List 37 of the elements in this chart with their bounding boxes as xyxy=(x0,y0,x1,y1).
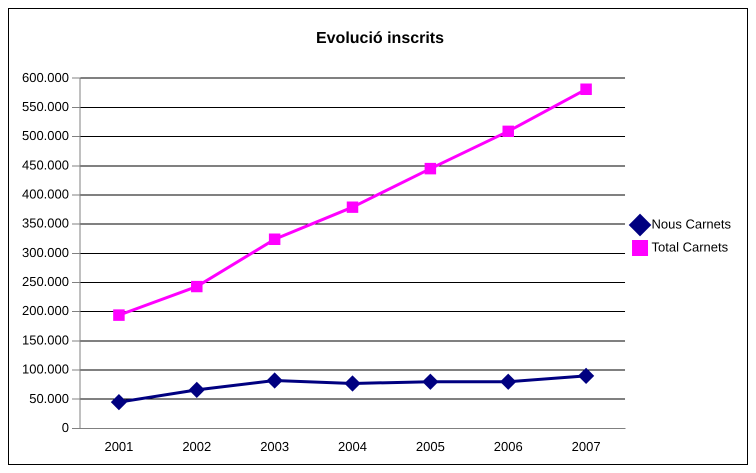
y-tick-label: 550.000 xyxy=(22,98,69,114)
x-tick-label: 2007 xyxy=(572,438,601,454)
point xyxy=(189,382,204,398)
point xyxy=(267,373,282,388)
point xyxy=(580,84,592,96)
y-tick-label: 150.000 xyxy=(22,332,69,348)
point xyxy=(346,201,358,213)
y-tick-label: 250.000 xyxy=(22,274,69,290)
point xyxy=(500,374,516,390)
point xyxy=(424,162,436,174)
y-tick-label: 50.000 xyxy=(29,390,69,406)
x-tick-label: 2001 xyxy=(104,438,134,454)
y-tick-label: 0 xyxy=(62,420,69,435)
x-tick-label: 2004 xyxy=(338,438,367,454)
legend-label: Nous Carnets xyxy=(652,216,732,232)
point xyxy=(578,368,594,384)
y-tick-label: 350.000 xyxy=(22,216,69,231)
point xyxy=(191,280,203,292)
y-tick-label: 300.000 xyxy=(22,244,69,260)
point xyxy=(111,394,126,410)
legend-label: Total Carnets xyxy=(652,240,729,255)
x-tick-label: 2002 xyxy=(182,438,212,454)
chart-title: Evolució inscrits xyxy=(316,30,444,48)
point xyxy=(422,374,438,390)
point xyxy=(502,126,514,138)
x-tick-label: 2005 xyxy=(416,438,445,454)
y-tick-label: 400.000 xyxy=(22,186,69,202)
y-tick-label: 450.000 xyxy=(22,157,69,172)
y-tick-label: 500.000 xyxy=(22,128,69,144)
y-tick-label: 100.000 xyxy=(22,362,69,377)
y-tick-label: 600.000 xyxy=(22,70,69,85)
point xyxy=(345,376,360,391)
y-tick-label: 200.000 xyxy=(22,303,69,318)
x-tick-label: 2006 xyxy=(494,438,523,454)
x-tick-label: 2003 xyxy=(260,438,290,454)
point xyxy=(113,309,125,321)
point xyxy=(268,234,280,246)
